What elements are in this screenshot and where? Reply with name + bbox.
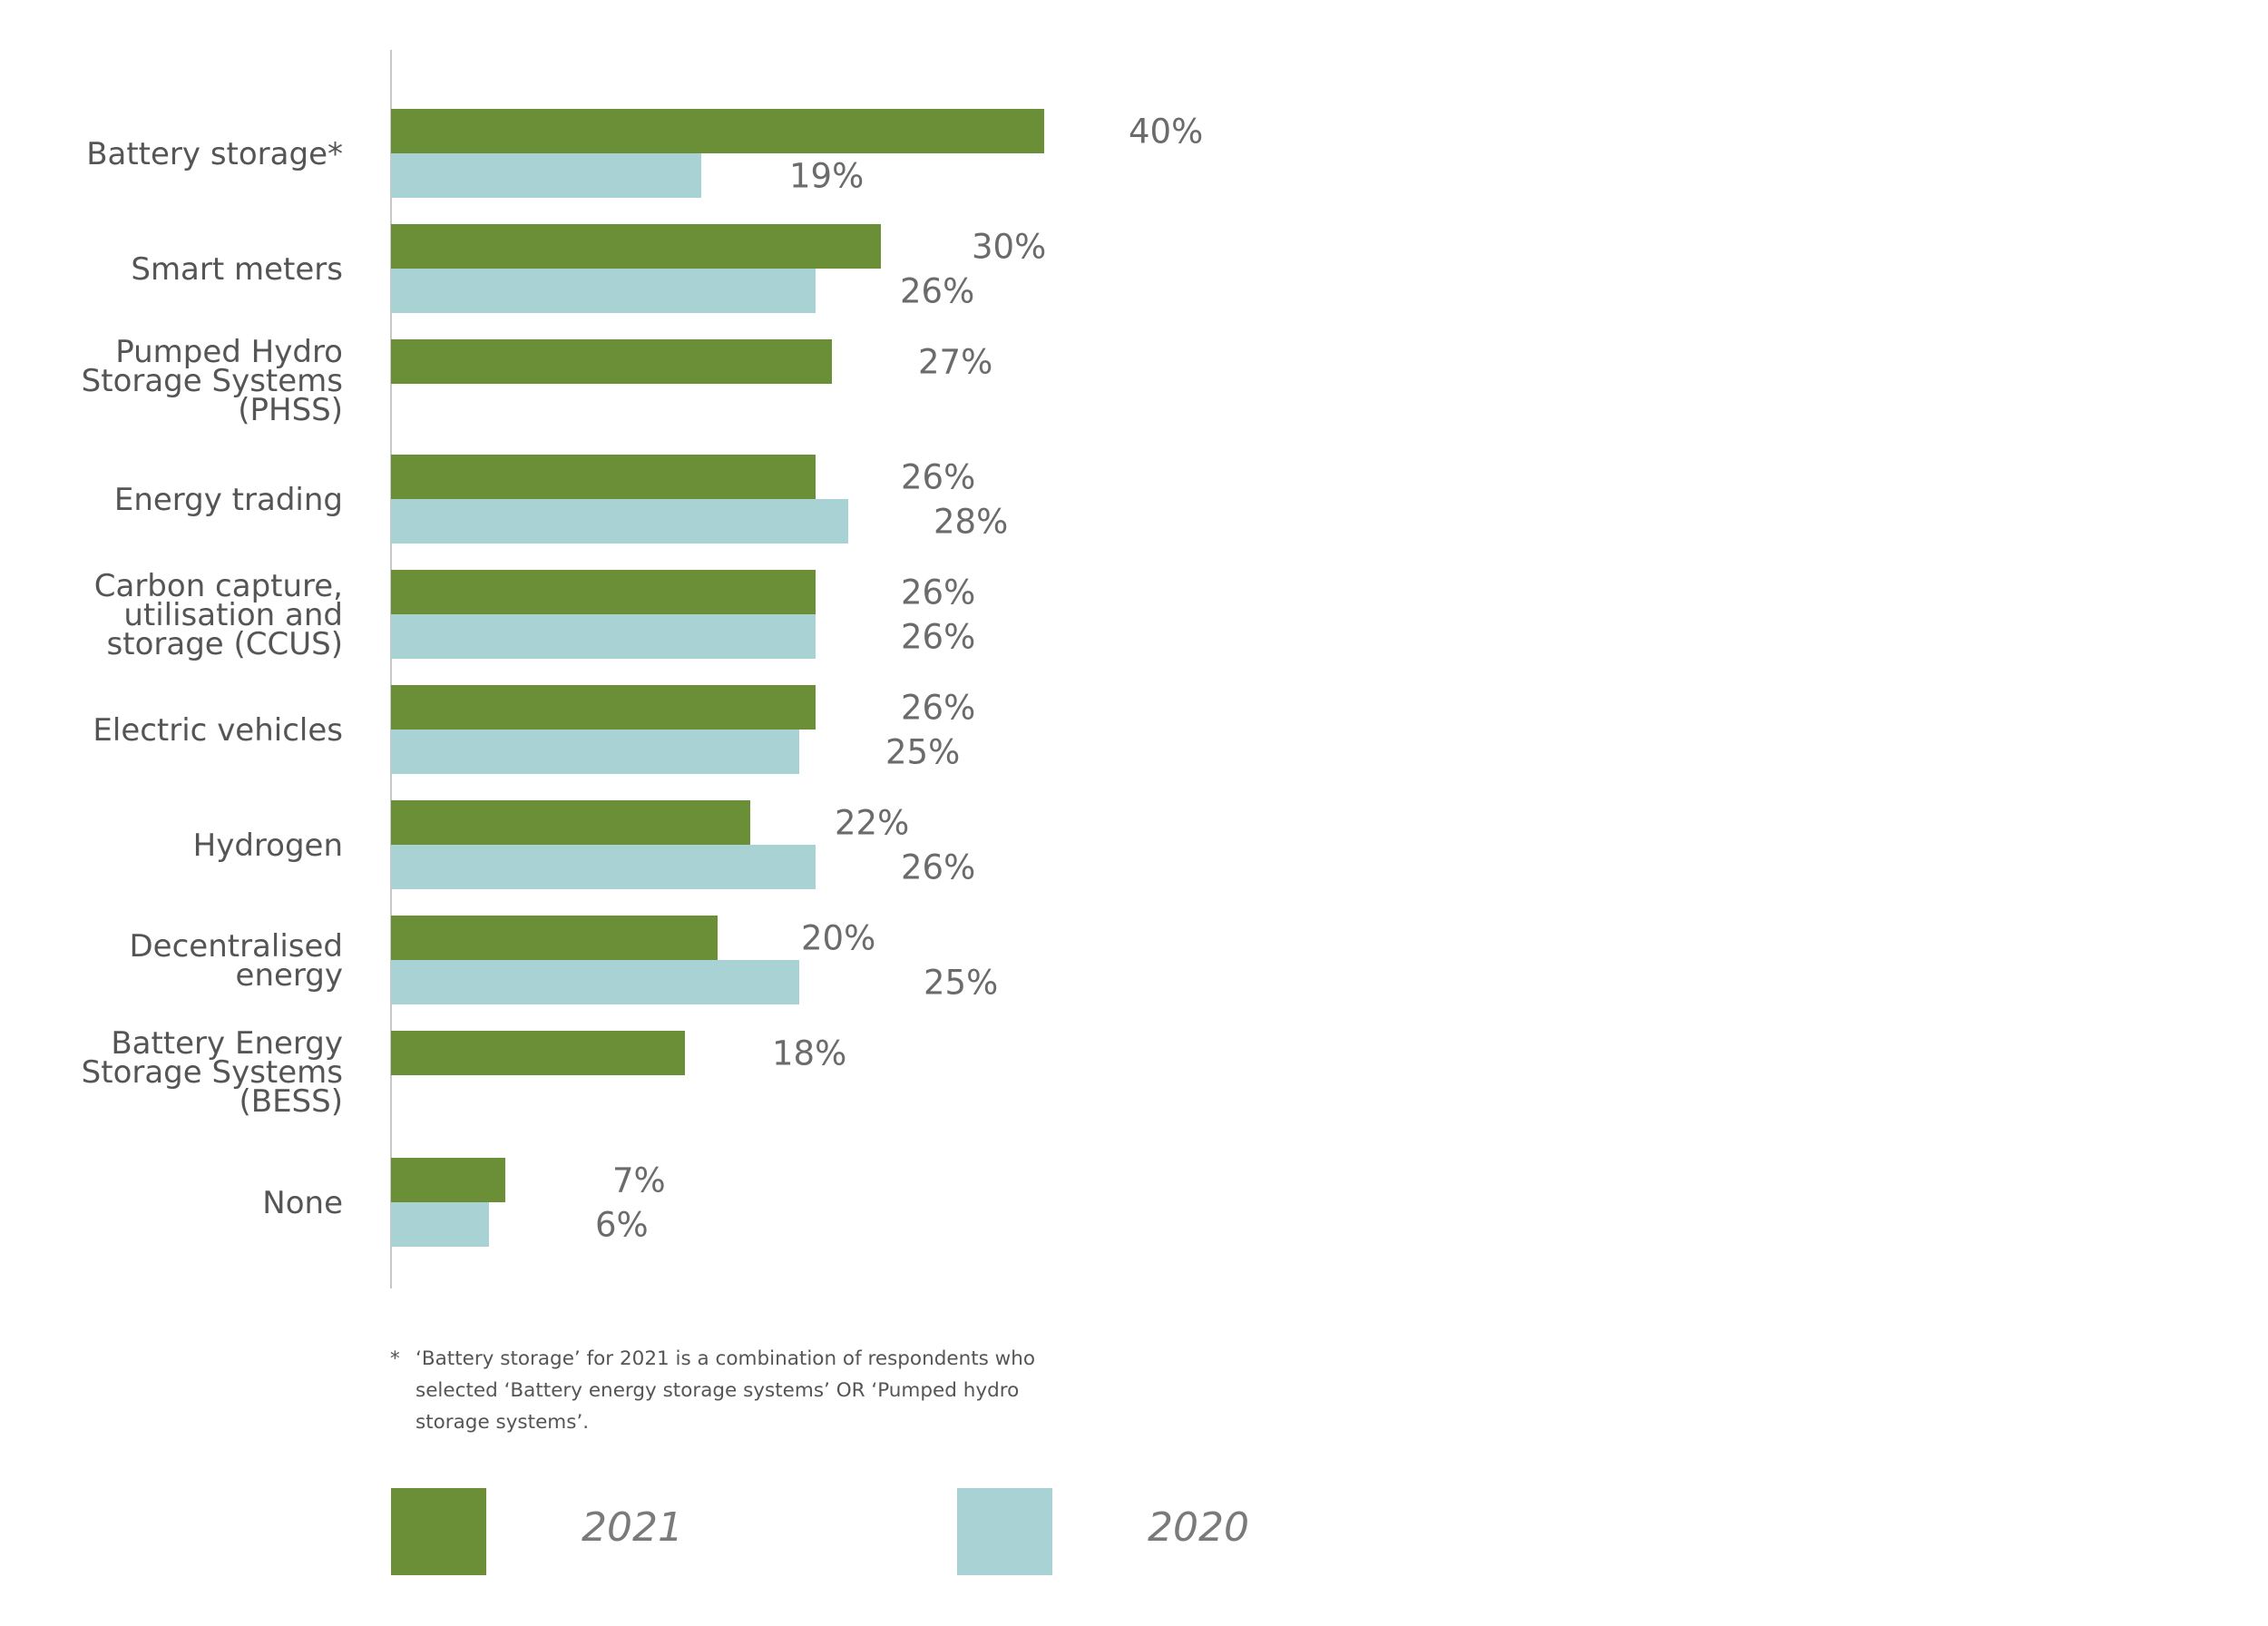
bar-2021-4 bbox=[391, 570, 816, 614]
category-label-line: Battery Energy bbox=[111, 1025, 343, 1062]
category-label-line: Carbon capture, bbox=[94, 568, 343, 604]
bar-2021-9 bbox=[391, 1158, 505, 1202]
category-label-0: Battery storage* bbox=[86, 136, 343, 172]
legend-swatch-2020 bbox=[957, 1488, 1052, 1575]
legend-label-2020: 2020 bbox=[1148, 1504, 1249, 1551]
value-label-2020-5: 25% bbox=[885, 733, 960, 772]
category-label-2: Pumped Hydro Storage Systems (PHSS) bbox=[82, 334, 343, 428]
footnote: * ‘Battery storage’ for 2021 is a combin… bbox=[390, 1343, 1043, 1438]
bar-2020-3 bbox=[391, 499, 848, 544]
category-label-9: None bbox=[262, 1185, 343, 1221]
value-label-2021-1: 30% bbox=[972, 228, 1046, 267]
category-label-line: utilisation and bbox=[123, 597, 343, 633]
footnote-text: ‘Battery storage’ for 2021 is a combinat… bbox=[415, 1347, 1036, 1434]
value-label-2020-4: 26% bbox=[901, 618, 975, 657]
legend-label-2021: 2021 bbox=[582, 1504, 683, 1551]
footnote-marker: * bbox=[390, 1347, 400, 1370]
category-label-line: Storage Systems bbox=[82, 1054, 343, 1091]
category-label-7: Decentralised energy bbox=[129, 928, 343, 994]
value-label-2020-9: 6% bbox=[595, 1206, 649, 1245]
category-label-line: storage (CCUS) bbox=[107, 626, 343, 662]
category-label-line: (PHSS) bbox=[238, 392, 343, 428]
category-label-5: Electric vehicles bbox=[93, 712, 343, 749]
category-label-3: Energy trading bbox=[114, 482, 343, 518]
value-label-2021-7: 20% bbox=[801, 919, 875, 958]
category-label-line: Smart meters bbox=[131, 251, 343, 288]
bar-2021-1 bbox=[391, 224, 881, 269]
category-label-line: Pumped Hydro bbox=[115, 334, 343, 370]
category-label-6: Hydrogen bbox=[193, 828, 343, 864]
category-label-line: Energy trading bbox=[114, 482, 343, 518]
bar-2021-7 bbox=[391, 916, 718, 960]
value-label-2021-5: 26% bbox=[901, 689, 975, 728]
bar-2021-3 bbox=[391, 455, 816, 499]
value-label-2020-6: 26% bbox=[901, 848, 975, 887]
bar-2020-1 bbox=[391, 269, 816, 313]
category-label-line: Electric vehicles bbox=[93, 712, 343, 749]
bar-2020-5 bbox=[391, 730, 799, 774]
value-label-2021-4: 26% bbox=[901, 573, 975, 612]
value-label-2021-9: 7% bbox=[612, 1161, 666, 1200]
value-label-2021-8: 18% bbox=[772, 1034, 846, 1073]
category-label-8: Battery Energy Storage Systems (BESS) bbox=[82, 1025, 343, 1120]
category-label-line: None bbox=[262, 1185, 343, 1221]
value-label-2020-7: 25% bbox=[924, 964, 998, 1003]
category-label-line: Storage Systems bbox=[82, 363, 343, 399]
value-label-2020-3: 28% bbox=[934, 503, 1008, 542]
category-label-line: Decentralised bbox=[129, 928, 343, 965]
bar-2021-2 bbox=[391, 339, 832, 384]
legend-swatch-2021 bbox=[391, 1488, 486, 1575]
category-label-line: Hydrogen bbox=[193, 828, 343, 864]
value-label-2021-2: 27% bbox=[918, 343, 992, 382]
bar-2021-8 bbox=[391, 1031, 685, 1075]
bar-2020-6 bbox=[391, 845, 816, 889]
value-label-2021-0: 40% bbox=[1129, 113, 1203, 152]
bar-2020-7 bbox=[391, 960, 799, 1004]
bar-2020-0 bbox=[391, 153, 701, 198]
value-label-2020-1: 26% bbox=[900, 272, 974, 311]
bar-2020-4 bbox=[391, 614, 816, 659]
category-label-line: Battery storage* bbox=[86, 136, 343, 172]
category-label-line: energy bbox=[236, 957, 343, 994]
bar-2021-0 bbox=[391, 109, 1044, 153]
category-label-line: (BESS) bbox=[239, 1083, 343, 1120]
bar-2020-9 bbox=[391, 1202, 489, 1247]
bar-2021-5 bbox=[391, 685, 816, 730]
category-label-1: Smart meters bbox=[131, 251, 343, 288]
bar-2021-6 bbox=[391, 800, 750, 845]
value-label-2021-6: 22% bbox=[835, 804, 909, 843]
value-label-2021-3: 26% bbox=[901, 458, 975, 497]
category-label-4: Carbon capture, utilisation and storage (C… bbox=[94, 568, 343, 662]
value-label-2020-0: 19% bbox=[789, 157, 864, 196]
